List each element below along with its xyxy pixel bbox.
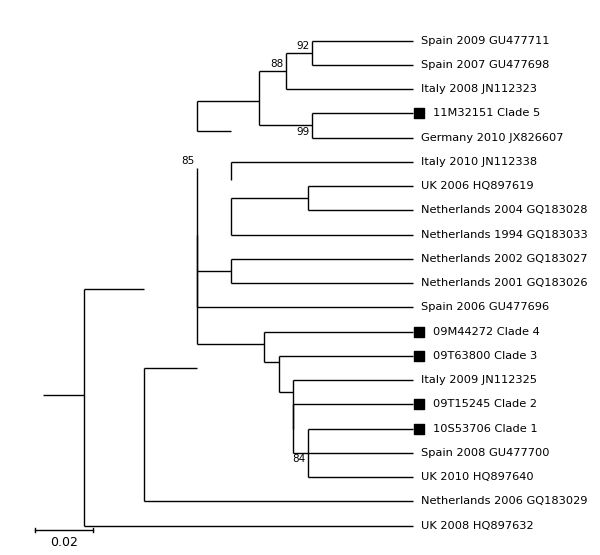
Text: UK 2008 HQ897632: UK 2008 HQ897632	[421, 521, 533, 531]
Point	[415, 424, 424, 433]
Text: Italy 2009 JN112325: Italy 2009 JN112325	[421, 375, 537, 385]
Text: UK 2006 HQ897619: UK 2006 HQ897619	[421, 181, 533, 191]
Text: Netherlands 2004 GQ183028: Netherlands 2004 GQ183028	[421, 205, 587, 215]
Text: Netherlands 1994 GQ183033: Netherlands 1994 GQ183033	[421, 230, 587, 240]
Text: 88: 88	[270, 59, 283, 69]
Text: 85: 85	[181, 156, 194, 166]
Text: 11M32151 Clade 5: 11M32151 Clade 5	[433, 108, 540, 118]
Text: 09T63800 Clade 3: 09T63800 Clade 3	[433, 351, 537, 361]
Text: 92: 92	[297, 41, 310, 51]
Point	[415, 400, 424, 408]
Text: UK 2010 HQ897640: UK 2010 HQ897640	[421, 472, 533, 482]
Text: 0.02: 0.02	[50, 536, 78, 549]
Text: Netherlands 2002 GQ183027: Netherlands 2002 GQ183027	[421, 254, 587, 264]
Text: Spain 2009 GU477711: Spain 2009 GU477711	[421, 36, 549, 46]
Text: Netherlands 2001 GQ183026: Netherlands 2001 GQ183026	[421, 278, 587, 288]
Point	[415, 351, 424, 360]
Text: Spain 2006 GU477696: Spain 2006 GU477696	[421, 302, 549, 312]
Text: Netherlands 2006 GQ183029: Netherlands 2006 GQ183029	[421, 496, 587, 506]
Text: 09M44272 Clade 4: 09M44272 Clade 4	[433, 326, 539, 336]
Text: 84: 84	[292, 454, 305, 464]
Point	[415, 327, 424, 336]
Text: Germany 2010 JX826607: Germany 2010 JX826607	[421, 133, 563, 143]
Text: Spain 2008 GU477700: Spain 2008 GU477700	[421, 448, 549, 458]
Point	[415, 109, 424, 118]
Text: 10S53706 Clade 1: 10S53706 Clade 1	[433, 423, 538, 433]
Text: 99: 99	[297, 127, 310, 137]
Text: Spain 2007 GU477698: Spain 2007 GU477698	[421, 60, 549, 70]
Text: Italy 2010 JN112338: Italy 2010 JN112338	[421, 157, 537, 167]
Text: 09T15245 Clade 2: 09T15245 Clade 2	[433, 399, 537, 409]
Text: Italy 2008 JN112323: Italy 2008 JN112323	[421, 84, 537, 94]
